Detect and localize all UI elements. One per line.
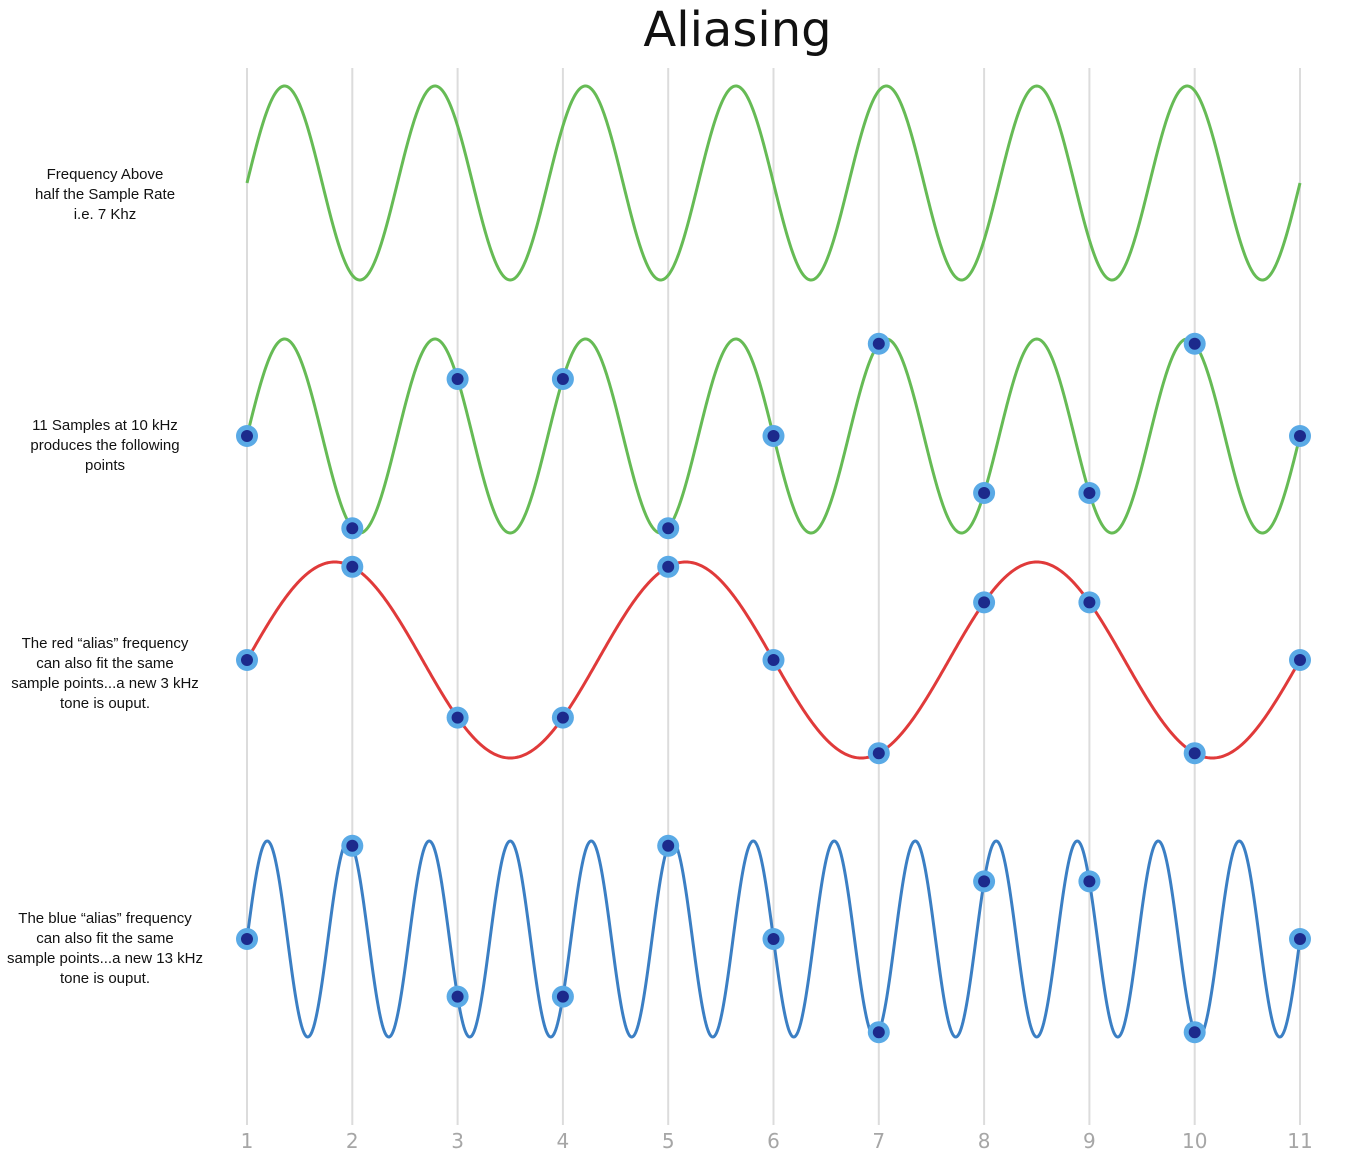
sample-point-9-panel-2 [1078,482,1101,505]
sample-point-9-panel-4 [1078,870,1101,893]
row-label-red-alias: The red “alias” frequency can also fit t… [11,635,199,712]
sample-point-2-panel-4 [341,834,364,857]
sample-point-3-panel-2 [446,367,469,390]
sample-point-1-panel-3 [236,649,258,671]
tick-label-1: 1 [241,1129,254,1153]
sample-point-8-panel-3 [973,591,996,614]
sample-point-6-panel-3 [762,649,785,671]
sample-point-7-panel-4 [867,1021,890,1044]
sample-point-5-panel-2 [657,517,680,540]
tick-label-7: 7 [872,1129,885,1153]
sample-point-4-panel-3 [551,706,574,729]
sample-point-4-panel-4 [551,985,574,1008]
sample-point-5-panel-3 [657,555,680,578]
tick-label-11: 11 [1287,1129,1312,1153]
tick-label-9: 9 [1083,1129,1096,1153]
sample-point-11-panel-4 [1289,928,1311,950]
sample-point-6-panel-2 [762,425,785,447]
sample-point-10-panel-2 [1183,332,1206,355]
wave-7khz-panel-1 [245,84,1302,282]
sample-point-11-panel-3 [1289,649,1311,671]
sample-point-7-panel-2 [867,332,890,355]
sample-point-2-panel-2 [341,517,364,540]
row-label-blue-alias: The blue “alias” frequency can also fit … [7,910,203,987]
row-label-samples: 11 Samples at 10 kHz produces the follow… [30,417,180,474]
tick-label-8: 8 [978,1129,991,1153]
sample-point-8-panel-4 [973,870,996,893]
sample-point-8-panel-2 [973,482,996,505]
sample-point-9-panel-3 [1078,591,1101,614]
diagram-title: Aliasing [643,2,832,58]
sample-point-1-panel-4 [236,928,258,950]
tick-label-3: 3 [451,1129,464,1153]
sample-point-11-panel-2 [1289,425,1311,447]
x-axis-ticks: 1 2 3 4 5 6 7 8 9 10 11 [241,1129,1313,1153]
sample-point-5-panel-4 [657,834,680,857]
sample-point-3-panel-4 [446,985,469,1008]
sample-point-1-panel-2 [236,425,258,447]
tick-label-10: 10 [1182,1129,1207,1153]
sample-point-10-panel-3 [1183,742,1206,765]
sample-point-6-panel-4 [762,928,785,950]
sample-points [236,332,1311,1044]
sample-point-2-panel-3 [341,555,364,578]
sample-point-4-panel-2 [551,367,574,390]
tick-label-6: 6 [767,1129,780,1153]
tick-label-4: 4 [557,1129,570,1153]
row-label-7khz: Frequency Above half the Sample Rate i.e… [34,166,176,223]
sample-point-7-panel-3 [867,742,890,765]
tick-label-2: 2 [346,1129,359,1153]
sample-point-3-panel-3 [446,706,469,729]
sample-point-10-panel-4 [1183,1021,1206,1044]
tick-label-5: 5 [662,1129,675,1153]
